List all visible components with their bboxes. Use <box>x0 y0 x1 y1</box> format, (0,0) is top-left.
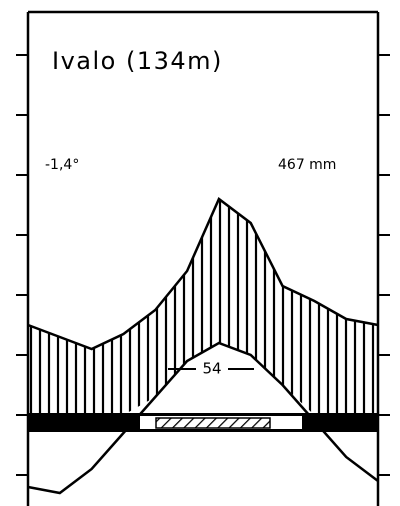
annotation: -1,4° <box>45 157 79 173</box>
annotation: 54 <box>202 360 221 378</box>
annotation: 467 mm <box>278 157 336 173</box>
humid-area <box>28 199 378 415</box>
chart-title: Ivalo (134m) <box>52 47 223 75</box>
probable-frost <box>155 417 271 429</box>
humid-area-group <box>28 199 378 415</box>
precipitation-line <box>27 197 379 351</box>
temperature-line <box>27 341 379 495</box>
label-bg <box>197 358 227 380</box>
